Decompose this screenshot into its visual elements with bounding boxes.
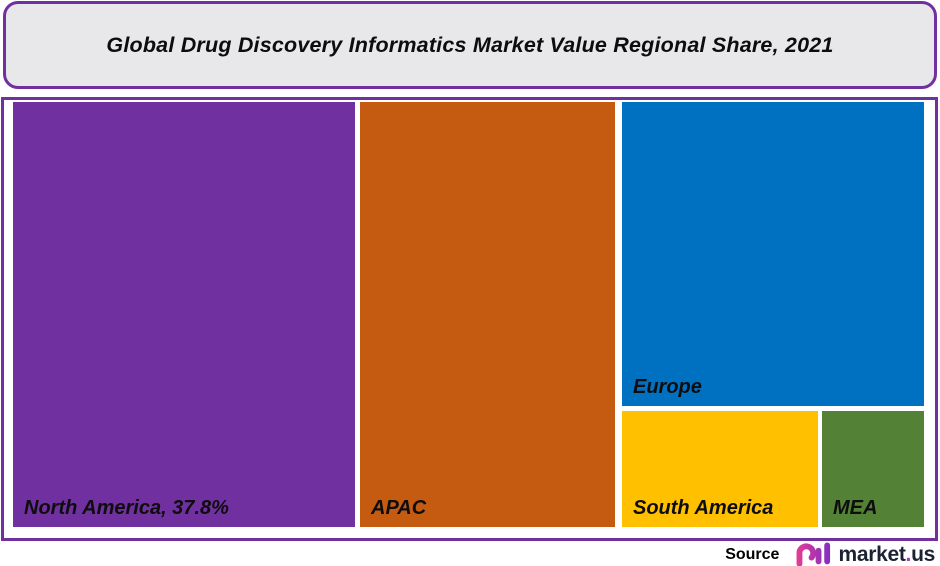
- treemap-block-europe: Europe: [622, 102, 924, 406]
- treemap-block-mea: MEA: [822, 411, 924, 527]
- treemap-label-north-america: North America, 37.8%: [24, 497, 229, 519]
- treemap-block-north-america: North America, 37.8%: [13, 102, 355, 527]
- treemap-label-mea: MEA: [833, 497, 878, 519]
- treemap-label-south-america: South America: [633, 497, 774, 519]
- marketus-logo: market.us: [793, 542, 935, 566]
- logo-tld: us: [911, 542, 935, 566]
- treemap-label-europe: Europe: [633, 376, 702, 398]
- chart-title-box: Global Drug Discovery Informatics Market…: [3, 1, 937, 89]
- treemap-label-apac: APAC: [371, 497, 427, 519]
- logo-dot: .: [905, 542, 912, 566]
- marketus-logo-icon: [796, 542, 831, 566]
- source-attribution: Source market.us: [725, 543, 935, 566]
- marketus-logo-text: market.us: [838, 543, 935, 566]
- source-label: Source: [725, 545, 780, 563]
- logo-brand: market: [838, 542, 906, 566]
- chart-title: Global Drug Discovery Informatics Market…: [106, 32, 834, 57]
- treemap-block-apac: APAC: [360, 102, 615, 527]
- treemap-block-south-america: South America: [622, 411, 818, 527]
